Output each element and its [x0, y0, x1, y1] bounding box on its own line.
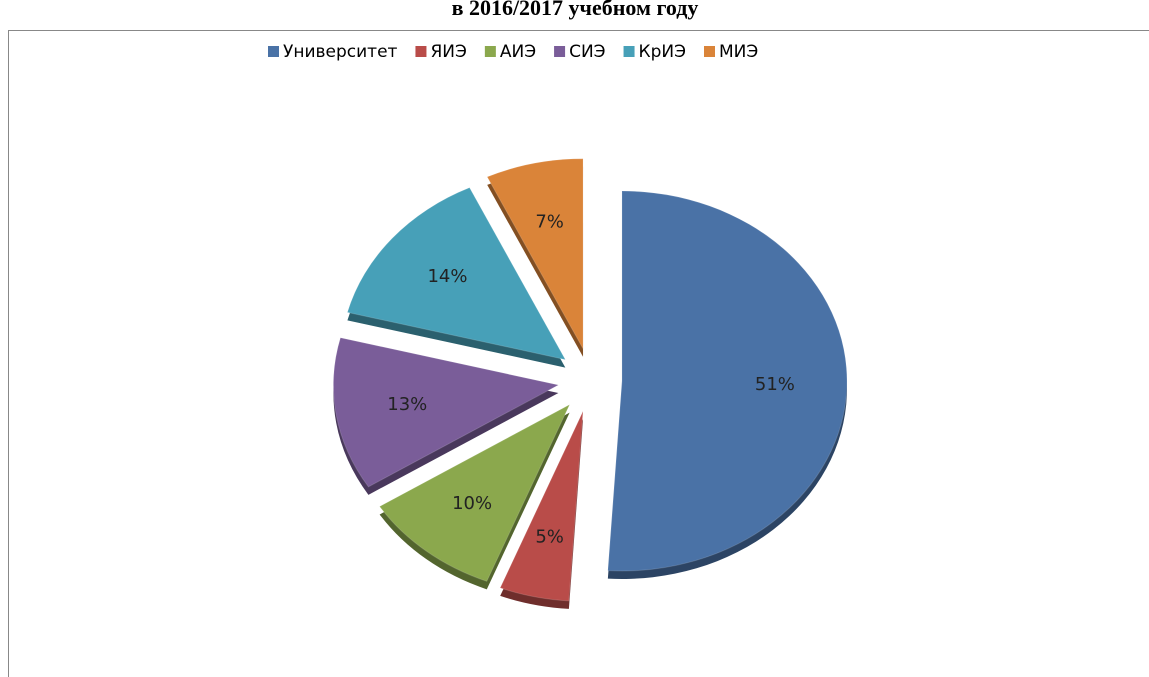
data-label: 51%	[755, 374, 795, 395]
data-label: 5%	[535, 526, 564, 547]
data-label: 14%	[427, 266, 467, 287]
slice	[499, 411, 584, 602]
slice	[332, 337, 560, 488]
legend-swatch	[554, 46, 566, 57]
legend-label: СИЭ	[569, 42, 605, 62]
legend-swatch	[415, 46, 427, 57]
legend-swatch	[484, 46, 496, 57]
legend-label: МИЭ	[719, 42, 758, 62]
legend-swatch	[268, 46, 279, 57]
legend-swatch	[704, 46, 715, 57]
slice	[378, 403, 571, 582]
legend-label: Университет	[283, 42, 398, 62]
slice	[607, 190, 848, 572]
data-label: 10%	[452, 493, 492, 514]
chart-title: в 2016/2017 учебном году	[452, 0, 699, 20]
slice	[486, 158, 584, 351]
data-label: 7%	[535, 212, 564, 233]
legend-label: АИЭ	[500, 42, 536, 62]
legend-label: КрИЭ	[639, 42, 686, 62]
legend-label: ЯИЭ	[430, 42, 466, 62]
data-label: 13%	[387, 394, 427, 415]
slice	[346, 187, 567, 361]
legend-swatch	[623, 46, 635, 57]
